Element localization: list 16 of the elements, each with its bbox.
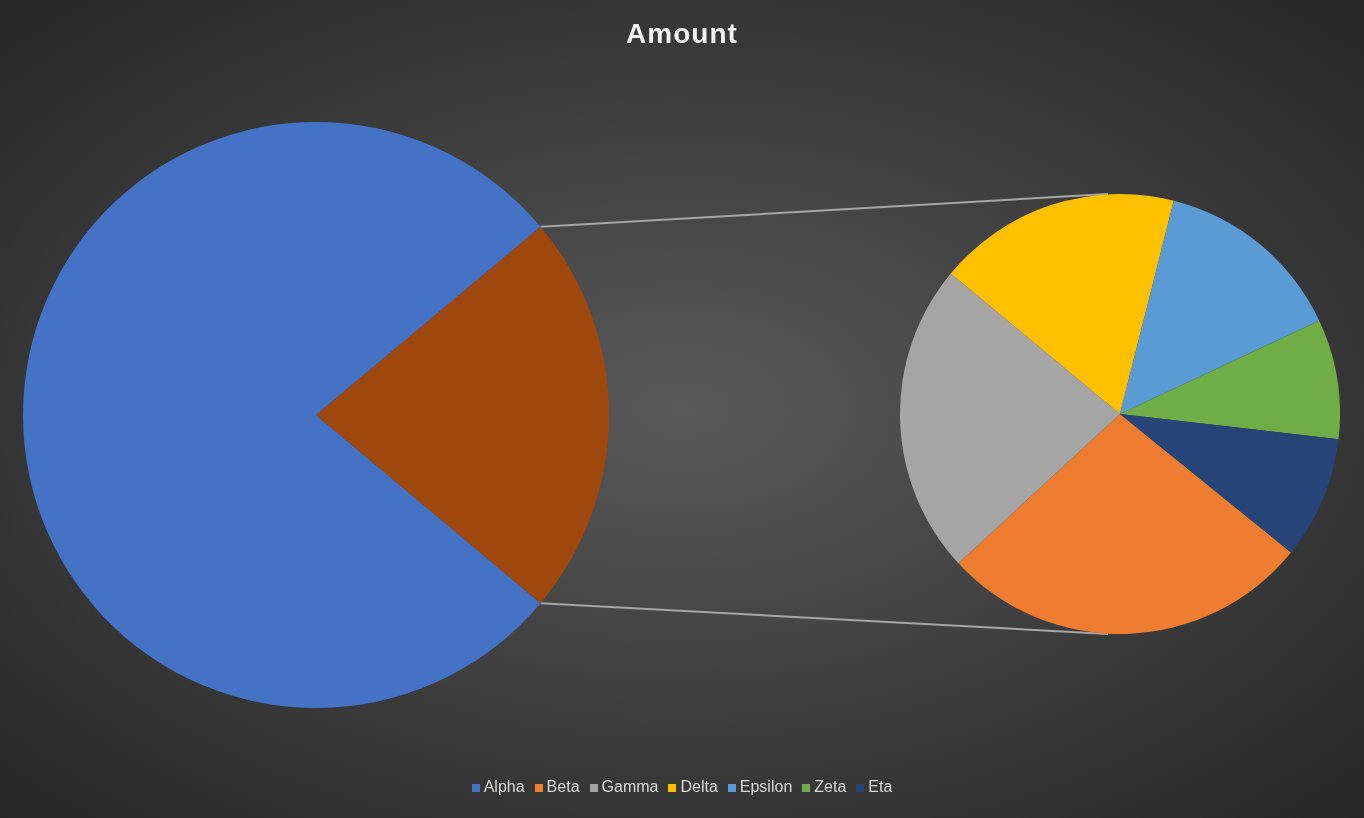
pie-slice xyxy=(316,226,609,604)
pie-slice xyxy=(1120,414,1339,553)
pie-slice xyxy=(23,122,541,708)
pie-slice xyxy=(1120,320,1340,440)
legend-label: Epsilon xyxy=(739,778,793,795)
text: Amount xyxy=(625,18,739,50)
legend-label: Gamma xyxy=(601,778,659,795)
legend-label: Beta xyxy=(546,778,580,795)
legend-label: Eta xyxy=(868,778,893,795)
pie-slice xyxy=(958,414,1291,634)
legend-label: Alpha xyxy=(483,778,525,795)
legend-label: Zeta xyxy=(814,778,847,795)
pie-slice xyxy=(900,273,1120,564)
pie-slice xyxy=(1120,200,1320,414)
legend-label: Delta xyxy=(680,778,718,795)
pie-slice xyxy=(950,194,1174,414)
